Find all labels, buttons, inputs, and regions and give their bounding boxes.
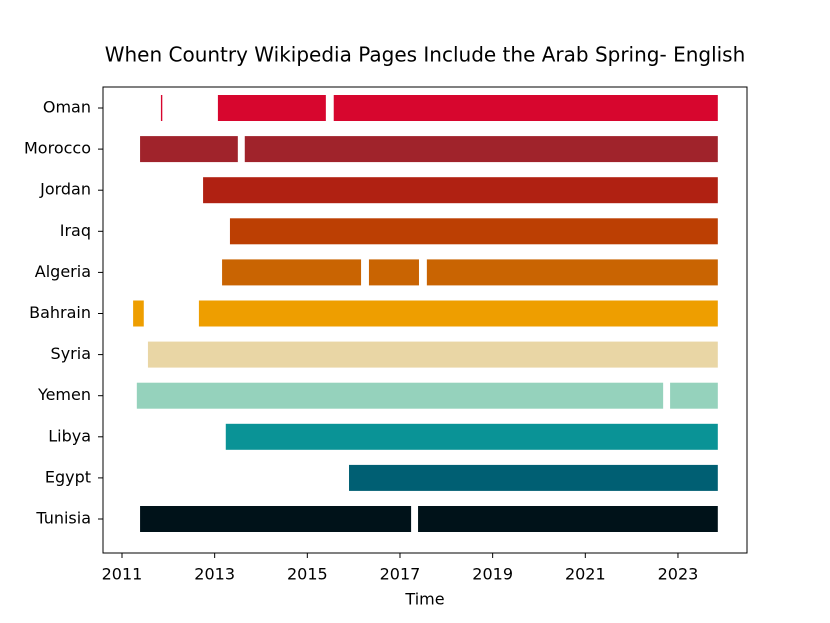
y-tick-label: Morocco [24,139,91,158]
segment [333,95,718,121]
segment [140,506,412,532]
y-tick-label: Iraq [60,221,91,240]
y-tick-label: Syria [51,344,91,363]
x-tick-label: 2015 [287,565,328,584]
segment [140,136,238,163]
segment [147,341,718,368]
x-tick-label: 2021 [565,565,606,584]
x-tick-label: 2019 [472,565,513,584]
segment [426,259,718,286]
segment [136,382,664,409]
x-tick-label: 2013 [194,565,235,584]
y-tick-label: Bahrain [29,303,91,322]
y-tick-label: Libya [48,426,91,445]
segment [670,382,718,409]
x-tick-label: 2023 [658,565,699,584]
x-tick-label: 2017 [380,565,421,584]
segment [217,95,326,121]
segment [198,300,718,327]
segment [244,136,718,163]
segment [349,464,718,491]
y-tick-label: Tunisia [35,509,91,528]
segment [368,259,419,286]
y-tick-label: Yemen [37,385,91,404]
segment [229,218,718,245]
segment [418,506,718,532]
segment [222,259,362,286]
y-tick-label: Oman [43,98,91,117]
y-tick-label: Algeria [35,262,91,281]
segment [225,423,718,450]
x-tick-label: 2011 [102,565,143,584]
segment [203,177,718,204]
y-tick-label: Jordan [39,180,91,199]
plot-frame [102,86,748,554]
segment [160,95,163,121]
segment [133,300,144,327]
chart-title: When Country Wikipedia Pages Include the… [105,43,746,67]
x-axis-label: Time [404,590,444,609]
y-tick-label: Egypt [45,467,91,486]
